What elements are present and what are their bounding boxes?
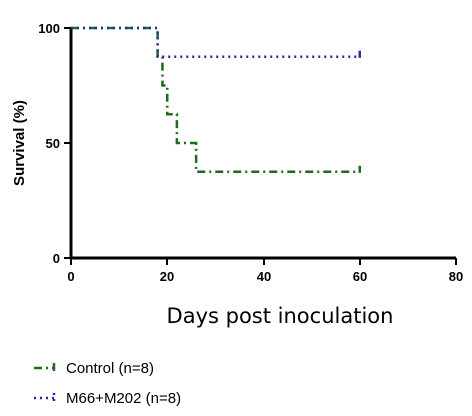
y-ticks: 0 50 100 bbox=[38, 21, 71, 266]
legend-swatch-m66-m202 bbox=[34, 393, 56, 403]
x-tick-label-20: 20 bbox=[160, 269, 174, 284]
x-tick-label-40: 40 bbox=[257, 269, 271, 284]
legend-swatch-control bbox=[34, 363, 56, 373]
legend-label-control: Control (n=8) bbox=[66, 360, 154, 377]
series-line-control bbox=[71, 26, 360, 173]
y-axis-title: Survival (%) bbox=[11, 100, 28, 186]
x-tick-label-60: 60 bbox=[353, 269, 367, 284]
legend: Control (n=8) M66+M202 (n=8) bbox=[34, 360, 181, 407]
y-tick-label-50: 50 bbox=[46, 136, 60, 151]
y-tick-label-0: 0 bbox=[53, 251, 60, 266]
series-line-m66-m202 bbox=[71, 26, 360, 58]
x-ticks: 0 20 40 60 80 bbox=[67, 258, 463, 284]
x-axis-title: Days post inoculation bbox=[167, 304, 394, 328]
x-tick-label-0: 0 bbox=[67, 269, 74, 284]
y-tick-label-100: 100 bbox=[38, 21, 60, 36]
x-tick-label-80: 80 bbox=[449, 269, 463, 284]
legend-label-m66-m202: M66+M202 (n=8) bbox=[66, 390, 181, 407]
